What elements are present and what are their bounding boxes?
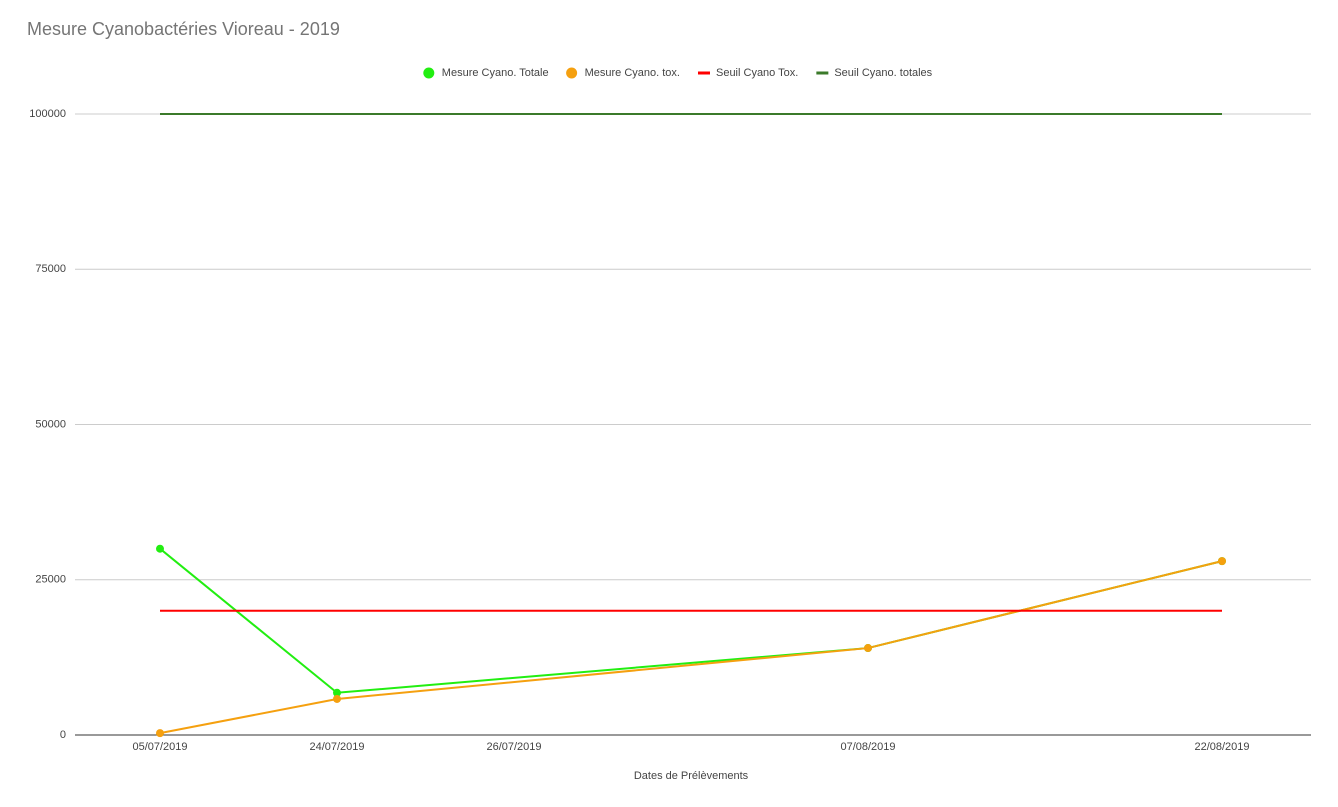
series-line [159,560,1223,735]
x-tick-label: 22/08/2019 [1194,741,1249,753]
y-tick-label: 100000 [29,108,66,120]
legend-label: Mesure Cyano. Totale [442,67,549,79]
x-tick-label: 05/07/2019 [132,741,187,753]
data-point [156,729,164,738]
legend-label: Seuil Cyano. totales [834,67,932,79]
data-point [333,694,341,703]
data-point [156,544,164,553]
y-tick-label: 75000 [35,263,66,275]
legend-marker [423,67,435,79]
data-point [864,644,872,653]
chart-title: Mesure Cyanobactéries Vioreau - 2019 [27,19,340,39]
legend-marker [697,71,710,75]
legend-label: Mesure Cyano. tox. [585,67,680,79]
legend-marker [816,71,829,75]
data-point [1218,557,1226,566]
x-axis-title: Dates de Prélèvements [634,770,749,782]
legend-marker [566,67,578,79]
series-line [159,547,1223,694]
x-tick-label: 26/07/2019 [486,741,541,753]
y-tick-label: 25000 [35,574,66,586]
legend-label: Seuil Cyano Tox. [716,67,798,79]
x-tick-label: 07/08/2019 [840,741,895,753]
y-tick-label: 0 [60,729,66,741]
y-tick-label: 50000 [35,418,66,430]
data-point [333,688,341,697]
x-tick-label: 24/07/2019 [309,741,364,753]
